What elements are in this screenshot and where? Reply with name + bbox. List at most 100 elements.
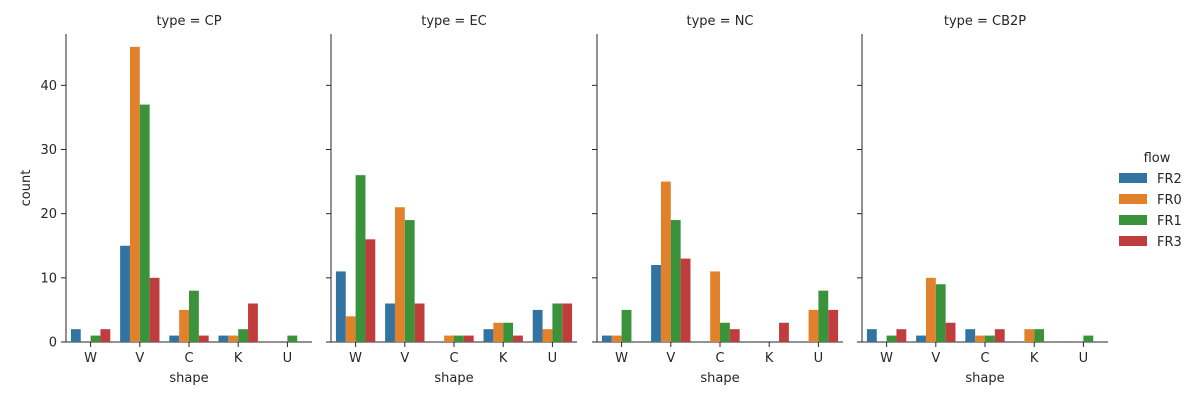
y-tick-label: 30 bbox=[40, 143, 57, 158]
x-tick-label: V bbox=[400, 351, 409, 366]
bar-fr3 bbox=[896, 329, 907, 342]
bar-fr3 bbox=[198, 335, 209, 342]
bar-fr1 bbox=[404, 220, 415, 342]
bar-fr1 bbox=[935, 284, 946, 342]
x-tick-label: V bbox=[931, 351, 940, 366]
x-tick-label: U bbox=[283, 351, 293, 366]
x-tick-label: K bbox=[765, 351, 774, 366]
x-tick-label: V bbox=[135, 351, 144, 366]
bar-fr3 bbox=[463, 335, 474, 342]
bar-fr1 bbox=[720, 322, 730, 342]
x-axis-title: shape bbox=[700, 371, 739, 386]
bar-fr2 bbox=[532, 309, 543, 342]
legend-swatch-fr3 bbox=[1119, 236, 1147, 246]
bar-fr1 bbox=[139, 104, 150, 342]
legend-title: flow bbox=[1144, 151, 1171, 166]
bar-fr1 bbox=[670, 220, 681, 342]
x-tick-label: K bbox=[1030, 351, 1039, 366]
x-tick-label: W bbox=[880, 351, 893, 366]
bar-fr0 bbox=[444, 335, 454, 342]
bar-fr3 bbox=[729, 329, 740, 342]
x-tick-label: C bbox=[715, 351, 724, 366]
bar-fr1 bbox=[621, 309, 632, 342]
bar-fr1 bbox=[552, 303, 563, 342]
bar-fr0 bbox=[394, 207, 405, 342]
bar-fr3 bbox=[365, 239, 376, 342]
bar-fr3 bbox=[149, 277, 160, 342]
bar-fr0 bbox=[660, 181, 671, 342]
bar-fr1 bbox=[189, 290, 199, 342]
bar-fr1 bbox=[1034, 329, 1045, 342]
bar-fr3 bbox=[562, 303, 573, 342]
bar-fr0 bbox=[710, 271, 720, 342]
bar-fr3 bbox=[513, 335, 523, 342]
bar-fr3 bbox=[945, 322, 956, 342]
bar-fr3 bbox=[100, 329, 111, 342]
x-tick-label: K bbox=[234, 351, 243, 366]
bar-fr2 bbox=[651, 265, 661, 342]
x-tick-label: W bbox=[615, 351, 628, 366]
bar-fr3 bbox=[680, 258, 691, 342]
bar-fr0 bbox=[808, 309, 819, 342]
bar-fr2 bbox=[601, 335, 612, 342]
bar-fr0 bbox=[1024, 329, 1035, 342]
bar-fr1 bbox=[1083, 335, 1094, 342]
legend-swatch-fr0 bbox=[1119, 194, 1147, 204]
panel-title: type = CB2P bbox=[944, 14, 1026, 29]
x-axis-title: shape bbox=[434, 371, 473, 386]
bar-fr0 bbox=[228, 335, 239, 342]
panel-title: type = CP bbox=[156, 14, 221, 29]
x-axis-title: shape bbox=[169, 371, 208, 386]
bar-fr2 bbox=[169, 335, 180, 342]
x-axis-title: shape bbox=[965, 371, 1004, 386]
bar-fr1 bbox=[454, 335, 464, 342]
bar-fr0 bbox=[611, 335, 622, 342]
bar-fr3 bbox=[828, 309, 839, 342]
bar-fr2 bbox=[335, 271, 346, 342]
bar-fr2 bbox=[70, 329, 81, 342]
x-tick-label: U bbox=[814, 351, 824, 366]
y-tick-label: 40 bbox=[40, 79, 57, 94]
y-tick-label: 10 bbox=[40, 271, 57, 286]
bar-fr2 bbox=[866, 329, 877, 342]
legend-label: FR3 bbox=[1157, 235, 1182, 250]
bar-fr1 bbox=[886, 335, 897, 342]
bar-fr0 bbox=[975, 335, 985, 342]
bar-fr0 bbox=[345, 316, 356, 342]
y-tick-label: 0 bbox=[49, 336, 57, 351]
bar-fr3 bbox=[248, 303, 258, 342]
bar-fr1 bbox=[503, 322, 514, 342]
bar-fr3 bbox=[414, 303, 425, 342]
x-tick-label: W bbox=[84, 351, 97, 366]
bar-fr0 bbox=[129, 46, 140, 342]
bar-fr1 bbox=[90, 335, 101, 342]
bar-fr2 bbox=[483, 329, 494, 342]
panel-title: type = NC bbox=[687, 14, 754, 29]
x-tick-label: K bbox=[499, 351, 508, 366]
bar-fr0 bbox=[542, 329, 553, 342]
bar-fr2 bbox=[916, 335, 926, 342]
panel-title: type = EC bbox=[421, 14, 487, 29]
x-tick-label: V bbox=[666, 351, 675, 366]
bar-fr2 bbox=[120, 245, 130, 342]
bar-fr2 bbox=[218, 335, 229, 342]
bar-fr2 bbox=[385, 303, 395, 342]
x-tick-label: C bbox=[449, 351, 458, 366]
bar-fr1 bbox=[355, 175, 366, 342]
bar-fr1 bbox=[238, 329, 249, 342]
bar-fr1 bbox=[287, 335, 298, 342]
bar-fr1 bbox=[818, 290, 829, 342]
y-axis-title: count bbox=[19, 170, 34, 207]
legend-swatch-fr1 bbox=[1119, 215, 1147, 225]
legend-swatch-fr2 bbox=[1119, 173, 1147, 183]
bar-fr1 bbox=[985, 335, 995, 342]
legend-label: FR1 bbox=[1157, 214, 1182, 229]
y-tick-label: 20 bbox=[40, 207, 57, 222]
x-tick-label: U bbox=[1079, 351, 1089, 366]
bar-fr0 bbox=[493, 322, 504, 342]
x-tick-label: W bbox=[349, 351, 362, 366]
legend-label: FR0 bbox=[1157, 193, 1182, 208]
x-tick-label: C bbox=[184, 351, 193, 366]
